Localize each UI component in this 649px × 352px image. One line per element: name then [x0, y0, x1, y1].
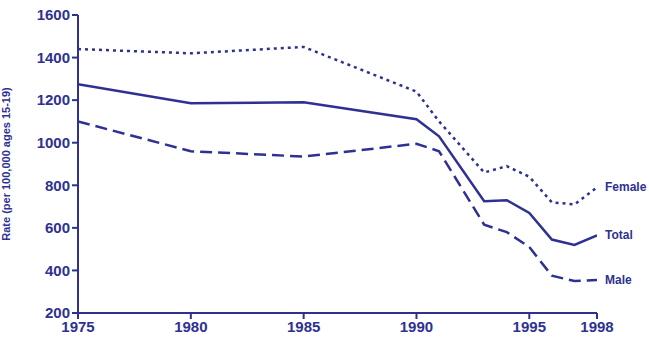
svg-text:1975: 1975 — [61, 317, 95, 335]
svg-text:1998: 1998 — [580, 318, 613, 335]
svg-text:1980: 1980 — [174, 318, 207, 335]
svg-text:1200: 1200 — [37, 91, 70, 108]
svg-text:1000: 1000 — [37, 134, 70, 151]
svg-text:Female: Female — [605, 180, 641, 194]
svg-text:1600: 1600 — [37, 6, 70, 23]
svg-text:Total: Total — [605, 228, 633, 242]
svg-text:600: 600 — [45, 219, 70, 236]
svg-text:Male: Male — [605, 273, 632, 287]
svg-text:1995: 1995 — [513, 318, 546, 335]
svg-text:1985: 1985 — [287, 318, 320, 335]
svg-text:Rate (per 100,000 ages 15-19): Rate (per 100,000 ages 15-19) — [8, 87, 12, 241]
svg-text:1990: 1990 — [400, 318, 433, 335]
svg-text:200: 200 — [45, 304, 70, 321]
svg-text:400: 400 — [45, 262, 70, 279]
svg-text:800: 800 — [45, 177, 70, 194]
svg-text:1400: 1400 — [37, 49, 70, 66]
